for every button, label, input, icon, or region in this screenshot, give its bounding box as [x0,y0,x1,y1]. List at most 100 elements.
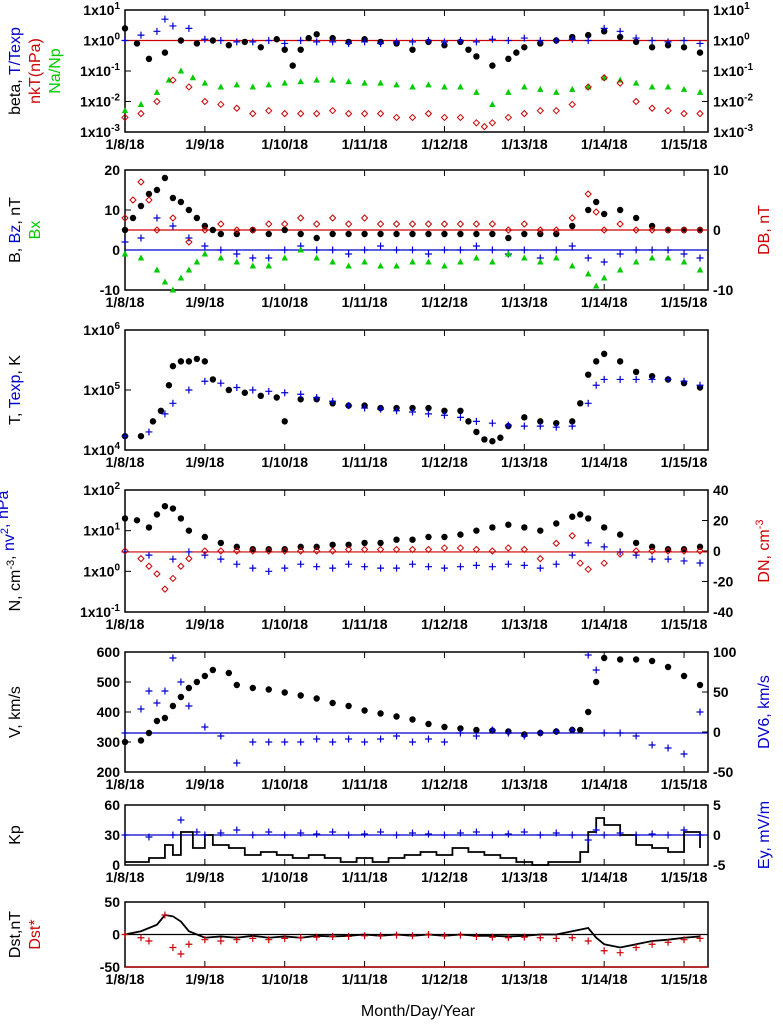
data-point-plus [329,564,337,572]
data-point-triangle [297,246,304,253]
data-point-triangle [473,254,480,261]
panels-group: 1/8/18 1/9/18 1/10/18 1/11/18 1/12/18 1/13/18… [0,1,773,987]
data-point-plus [488,563,496,571]
data-point-dot [129,214,137,222]
data-point-triangle [648,83,656,90]
data-point-triangle [425,81,432,88]
data-point-plus [648,555,656,563]
data-point-plus [584,254,592,262]
data-point-plus [536,37,544,44]
data-point-dot [696,543,704,551]
data-point-dot [209,37,217,44]
data-point-dot [133,40,141,47]
data-point-plus [552,560,560,568]
data-point-dot [217,230,225,238]
data-point-plus [313,830,321,838]
y-tick-label: 1x100 [83,32,120,49]
data-point-plus [377,735,385,743]
data-point-plus [177,950,185,958]
data-point-dot [169,362,177,370]
data-point-plus [313,38,321,46]
y2-tick-label: 40 [713,482,729,498]
data-point-plus [409,408,417,416]
y-tick-label: 20 [104,162,120,178]
data-point-dot [457,531,464,538]
data-point-triangle [537,85,544,92]
data-point-diamond [145,562,153,570]
data-point-dot [169,505,177,512]
data-point-dot [149,418,157,425]
data-point-diamond [169,574,177,583]
series-green [121,246,704,293]
data-point-plus [648,375,656,383]
data-point-diamond [145,196,153,204]
x-tick-label: 1/10/18 [261,869,308,885]
data-point-dot [153,186,161,194]
data-point-triangle [680,85,688,92]
data-point-dot [377,539,384,547]
data-point-plus [600,24,608,32]
data-point-plus [281,389,289,397]
data-point-diamond [217,220,225,228]
data-point-diamond [424,109,433,118]
y-axis-label-2: Bx [27,221,44,240]
data-point-diamond [536,106,544,115]
data-point-triangle [313,254,320,261]
data-point-diamond [137,109,145,118]
data-point-diamond [121,113,129,122]
data-point-diamond [424,220,433,228]
data-point-dot [409,46,416,53]
series-red [121,74,704,131]
data-point-dot [241,38,248,46]
panel-dst: 1/8/18 1/9/18 1/10/18 1/11/18 1/12/18 1/13/18… [7,894,709,987]
data-point-plus [664,375,672,383]
data-point-diamond [137,178,145,186]
y-tick-label: 1x100 [83,562,120,579]
data-point-dot [664,226,672,234]
data-point-diamond [664,547,672,555]
y2-tick-label: 10 [713,162,729,178]
data-point-plus [696,254,704,262]
data-point-dot [297,396,304,403]
data-point-plus [233,826,241,834]
data-point-dot [616,206,624,214]
data-point-dot [313,543,320,551]
data-point-dot [185,684,193,692]
data-point-dot [161,502,169,510]
data-point-plus [472,932,480,940]
data-point-triangle [377,79,384,86]
data-point-dot [664,546,672,553]
data-point-plus [233,936,241,944]
data-point-dot [393,230,400,238]
data-point-plus [440,411,448,419]
data-point-plus [680,377,688,385]
y-axis-label-2: Dst* [27,919,44,949]
data-point-triangle [441,83,448,90]
data-point-plus [161,15,169,23]
data-point-dot [313,695,320,702]
data-point-plus [185,702,193,710]
data-point-plus [361,932,369,940]
data-point-triangle [393,262,400,269]
data-point-dot [441,723,448,731]
data-point-plus [584,651,592,659]
data-point-plus [488,419,496,427]
data-point-dot [489,230,496,238]
data-point-triangle [457,83,464,90]
x-tick-label: 1/12/18 [421,136,468,152]
data-point-dot [632,539,640,547]
data-point-dot [505,521,512,528]
data-point-dot [600,524,608,531]
data-point-plus [456,37,464,44]
data-point-dot [193,214,201,222]
data-point-triangle [457,258,464,265]
series-blue [121,816,704,844]
x-tick-label: 1/13/18 [501,869,548,885]
panel-kp: 1/8/18 1/9/18 1/10/18 1/11/18 1/12/18 1/13/18… [7,797,773,885]
data-point-dot [133,517,141,524]
data-point-diamond [536,554,544,563]
data-point-dot [177,358,185,365]
data-point-triangle [569,262,576,269]
data-point-plus [696,708,704,716]
data-point-triangle [664,254,672,261]
